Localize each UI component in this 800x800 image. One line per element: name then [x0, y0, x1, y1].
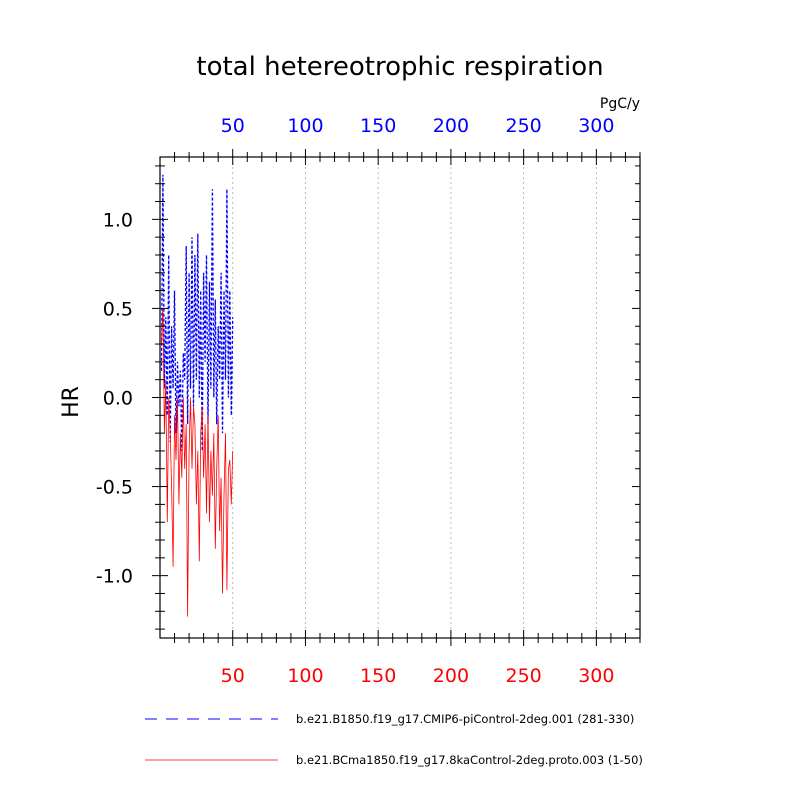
x-tick-label-bottom: 250: [506, 665, 542, 687]
x-tick-label-bottom: 150: [360, 665, 396, 687]
plot-frame: [159, 156, 641, 639]
series-layer: [160, 174, 234, 617]
y-axis-label: HR: [59, 386, 84, 418]
legend-label: b.e21.BCma1850.f19_g17.8kaControl-2deg.p…: [296, 753, 643, 767]
y-tick-label: -0.5: [96, 477, 133, 499]
grid: [232, 157, 597, 638]
x-tick-label-top: 100: [287, 115, 323, 137]
y-tick-label: -1.0: [96, 566, 133, 588]
x-tick-label-top: 50: [221, 115, 245, 137]
legend-label: b.e21.B1850.f19_g17.CMIP6-piControl-2deg…: [296, 712, 634, 726]
tick-labels: 50 50 100 100 150 150 200 200 250 250 300 300 1.0 0.5…: [96, 115, 615, 687]
y-tick-label: 0.5: [103, 298, 133, 320]
series-line-red: [161, 308, 234, 617]
chart-title: total hetereotrophic respiration: [196, 52, 603, 82]
x-tick-label-bottom: 100: [287, 665, 323, 687]
series-line-blue: [160, 174, 234, 451]
axis-ticks: [152, 149, 641, 646]
legend: b.e21.B1850.f19_g17.CMIP6-piControl-2deg…: [145, 712, 643, 767]
y-tick-label: 1.0: [103, 209, 133, 231]
y-tick-label: 0.0: [103, 388, 133, 410]
x-tick-label-bottom: 50: [221, 665, 245, 687]
x-tick-label-top: 150: [360, 115, 396, 137]
x-tick-label-bottom: 300: [578, 665, 614, 687]
x-tick-label-top: 300: [578, 115, 614, 137]
x-tick-label-top: 200: [433, 115, 469, 137]
units-label: PgC/y: [600, 96, 640, 112]
x-tick-label-bottom: 200: [433, 665, 469, 687]
x-tick-label-top: 250: [506, 115, 542, 137]
